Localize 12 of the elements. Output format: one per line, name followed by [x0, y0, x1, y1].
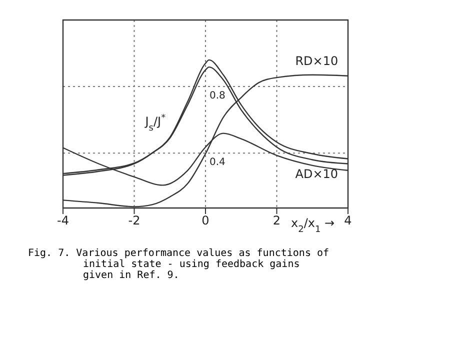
- x-tick-label: 0: [202, 214, 210, 228]
- x-tick-label: -2: [128, 214, 140, 228]
- annotation: J$_{s}$/J$^{*}$: [144, 113, 166, 134]
- y-tick-label: 0.4: [210, 157, 226, 168]
- annotation: AD×10: [295, 166, 338, 181]
- x-tick-label: 2: [272, 214, 281, 228]
- x-axis-title: x$_{2}$/x$_{1}$ →: [291, 216, 335, 235]
- x-tick-label: -4: [57, 214, 69, 228]
- x-tick-label: 4: [344, 214, 352, 228]
- y-tick-label: 0.8: [210, 90, 226, 102]
- caption: Fig. 7. Various performance values as functions of initial state - using feedback gains given in Ref. 9.: [28, 248, 330, 281]
- annotation: RD×10: [295, 54, 338, 68]
